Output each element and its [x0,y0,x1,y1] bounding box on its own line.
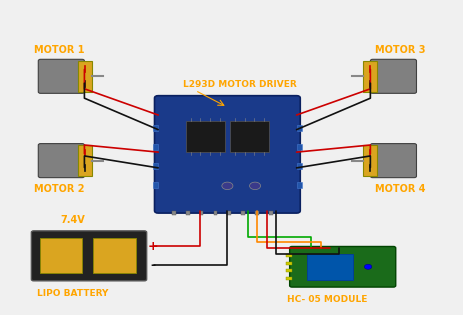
Bar [152,182,158,188]
Text: HC- 05 MODULE: HC- 05 MODULE [287,295,367,304]
Circle shape [221,182,232,190]
Bar [296,144,301,150]
Bar [296,125,301,131]
Bar [213,211,217,215]
Text: MOTOR 2: MOTOR 2 [34,184,84,194]
FancyBboxPatch shape [154,96,300,213]
Bar [296,182,301,188]
FancyBboxPatch shape [289,246,395,287]
Circle shape [249,182,260,190]
FancyBboxPatch shape [369,144,416,178]
Bar [362,145,376,176]
Bar [199,211,203,215]
FancyBboxPatch shape [38,59,84,93]
Bar [152,163,158,169]
Text: MOTOR 4: MOTOR 4 [374,184,425,194]
FancyBboxPatch shape [369,59,416,93]
Bar [152,144,158,150]
Text: MOTOR 1: MOTOR 1 [34,45,84,55]
Bar [286,277,291,280]
Bar [286,262,291,265]
Bar [172,211,175,215]
Bar [186,211,189,215]
Bar [269,211,272,215]
FancyBboxPatch shape [38,144,84,178]
Bar [286,269,291,272]
Bar [78,61,92,92]
Bar [40,238,82,273]
Bar [230,121,269,152]
Bar [296,163,301,169]
FancyBboxPatch shape [31,231,146,281]
Text: MOTOR 3: MOTOR 3 [374,45,425,55]
Bar [93,238,135,273]
Bar [152,125,158,131]
Text: -: - [150,259,155,272]
Bar [78,145,92,176]
Bar [227,211,231,215]
Text: LIPO BATTERY: LIPO BATTERY [37,289,108,298]
Text: +: + [147,240,157,253]
Bar [307,254,352,280]
Bar [286,254,291,257]
Bar [362,61,376,92]
Bar [241,211,244,215]
Text: L293D MOTOR DRIVER: L293D MOTOR DRIVER [183,80,296,89]
Bar [255,211,258,215]
Circle shape [363,264,371,269]
Bar [186,121,224,152]
Text: 7.4V: 7.4V [60,215,85,225]
